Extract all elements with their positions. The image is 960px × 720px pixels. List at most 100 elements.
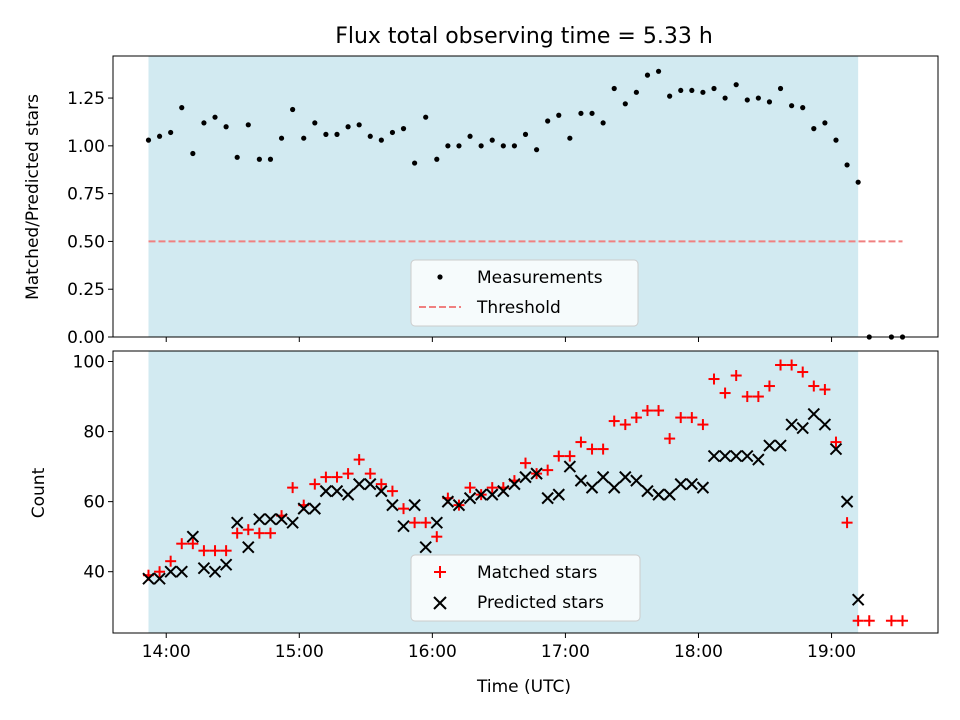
- predicted-star-point: [175, 565, 188, 578]
- predicted-star-point: [774, 439, 787, 452]
- matched-star-point: [431, 531, 443, 543]
- count-panel-ylabel: Count: [29, 467, 49, 518]
- measurement-point: [423, 114, 429, 120]
- y-tick-label: 80: [83, 423, 105, 443]
- measurement-point: [478, 143, 484, 149]
- measurement-point: [766, 99, 773, 105]
- matched-star-point: [597, 443, 609, 455]
- predicted-star-point: [674, 477, 687, 491]
- y-tick-label: 0.75: [67, 185, 105, 205]
- predicted-star-point: [286, 516, 299, 529]
- matched-star-point: [830, 436, 842, 448]
- matched-star-point: [386, 485, 398, 497]
- predicted-star-point: [164, 565, 177, 578]
- measurement-point: [334, 131, 340, 137]
- predicted-star-point: [741, 449, 754, 463]
- matched-star-point: [897, 615, 909, 627]
- predicted-star-point: [264, 512, 277, 526]
- matched-star-point: [653, 405, 665, 417]
- measurement-point: [212, 114, 218, 120]
- predicted-star-point: [552, 488, 565, 501]
- matched-star-point: [708, 373, 720, 385]
- predicted-star-point: [585, 481, 599, 494]
- measurement-point: [301, 135, 307, 141]
- measurement-point: [800, 105, 806, 111]
- predicted-star-point: [474, 488, 488, 501]
- predicted-star-point: [541, 491, 554, 505]
- measurement-point: [223, 124, 229, 130]
- measurement-point: [711, 85, 717, 92]
- matched-star-point: [209, 545, 221, 557]
- axes-frame: [112, 350, 939, 634]
- matched-star-point: [375, 478, 387, 490]
- matched-star-point: [353, 454, 365, 466]
- predicted-star-point: [452, 498, 466, 512]
- x-tick-label: 14:00: [142, 642, 191, 662]
- measurement-point: [500, 143, 506, 149]
- predicted-star-point: [430, 516, 443, 529]
- matched-star-point: [741, 391, 753, 403]
- matched-star-point: [797, 366, 809, 378]
- measurement-point: [267, 156, 274, 162]
- matched-star-point: [154, 566, 166, 578]
- axes-frame: [112, 55, 939, 338]
- y-tick-label: 0.00: [67, 328, 105, 348]
- predicted-star-point: [408, 498, 421, 512]
- matched-star-point: [852, 615, 864, 627]
- measurement-point: [833, 137, 839, 143]
- matched-star-point: [409, 517, 421, 529]
- predicted-star-point: [718, 449, 732, 463]
- measurement-point: [168, 129, 174, 136]
- predicted-star-point: [397, 519, 410, 533]
- measurement-point: [822, 120, 828, 126]
- matched-star-point: [564, 450, 576, 462]
- ratio-legend-box: [410, 259, 639, 327]
- predicted-star-point: [197, 561, 211, 575]
- matched-star-point: [841, 517, 853, 529]
- matched-star-point: [697, 419, 709, 431]
- y-tick-label: 100: [73, 353, 105, 373]
- legend-threshold-label: Threshold: [476, 298, 561, 318]
- matched-star-point: [586, 443, 598, 455]
- measurement-point: [434, 156, 440, 162]
- predicted-star-point: [785, 418, 798, 431]
- predicted-star-point: [208, 565, 222, 578]
- measurement-point: [733, 82, 739, 88]
- measurement-point: [844, 162, 850, 168]
- predicted-star-point: [242, 540, 255, 554]
- matched-star-point: [320, 471, 332, 483]
- predicted-star-point: [807, 407, 821, 421]
- measurement-point: [777, 85, 784, 92]
- measurement-point: [234, 154, 240, 160]
- matched-star-point: [763, 380, 775, 392]
- matched-star-point: [630, 412, 642, 424]
- predicted-star-point: [652, 488, 665, 501]
- measurement-point: [456, 143, 462, 149]
- matched-star-point: [775, 359, 787, 371]
- measurement-point: [545, 118, 551, 124]
- ratio-legend: Measurements Threshold: [410, 259, 639, 327]
- predicted-star-point: [308, 502, 322, 515]
- matched-star-point: [863, 615, 875, 627]
- x-tick-label: 19:00: [807, 642, 856, 662]
- matched-star-point: [575, 436, 587, 448]
- legend-predicted-marker: [433, 596, 447, 610]
- y-tick-label: 1.25: [67, 89, 105, 109]
- measurement-point: [667, 93, 673, 99]
- matched-star-point: [730, 370, 742, 382]
- predicted-star-point: [685, 477, 699, 491]
- measurement-point: [789, 103, 795, 109]
- predicted-star-point: [186, 530, 200, 543]
- measurement-point: [633, 89, 639, 95]
- predicted-star-point: [519, 470, 532, 484]
- predicted-star-point: [574, 474, 588, 487]
- predicted-star-point: [563, 460, 577, 473]
- measurement-point: [312, 120, 318, 126]
- measurement-point: [290, 106, 296, 113]
- predicted-star-point: [253, 512, 266, 526]
- ratio-panel-ylabel: Matched/Predicted stars: [23, 94, 43, 300]
- matched-star-point: [309, 478, 321, 490]
- x-tick-label: 18:00: [674, 642, 723, 662]
